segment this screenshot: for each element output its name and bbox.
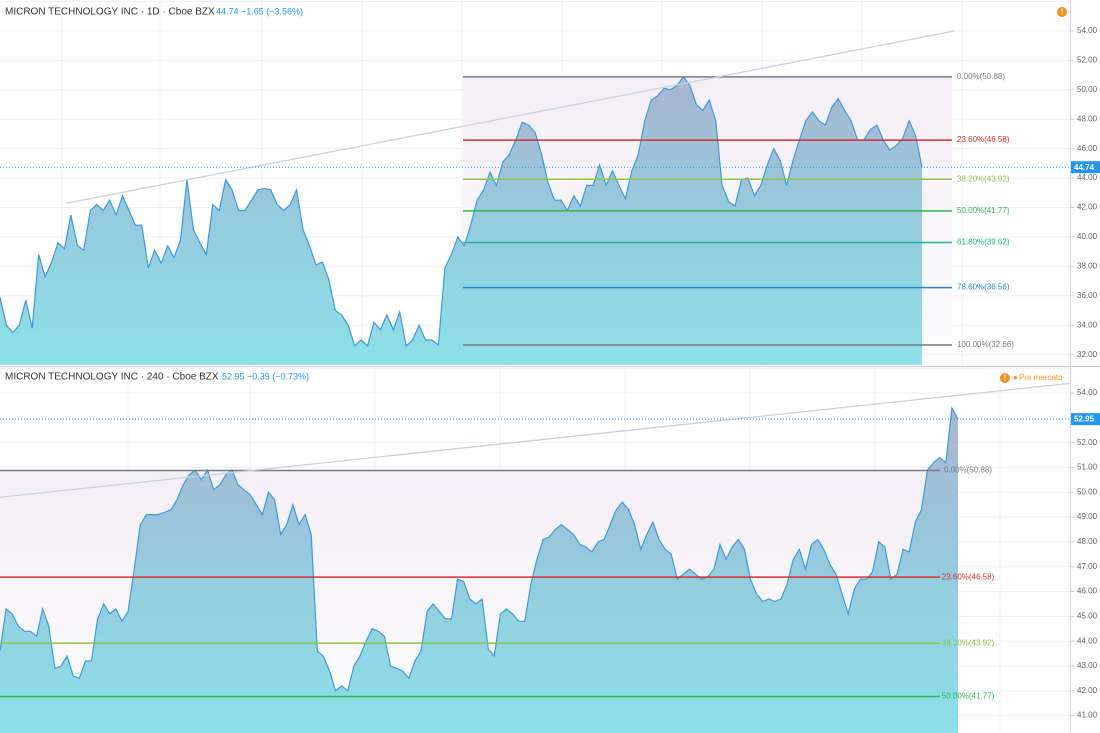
fib-label: 50.00%(41.77) [942,692,995,701]
y-tick-label: 49.00 [1077,512,1098,521]
y-tick-label: 52.00 [1077,438,1098,447]
fib-label: 78.60%(36.56) [957,283,1010,292]
panel: 0.00%(50.88) 23.60%(46.58) 38.20%(43.92) 50… [0,0,1070,365]
price-line [0,405,959,692]
y-tick-label: 32.00 [1077,350,1098,359]
y-tick-label: 45.00 [1077,611,1098,620]
header-change: −0.39 (−0.73%) [247,371,309,381]
fib-label: 61.80%(39.62) [957,238,1010,247]
fib-label: 100.00%(32.66) [957,340,1014,349]
last-price-label: 52.95 [1074,415,1095,424]
header-price: 52.95 [222,371,245,381]
y-tick-label: 51.00 [1077,463,1098,472]
fib-label: 23.60%(46.58) [942,572,995,581]
last-price-tag [1070,161,1100,174]
y-tick-label: 34.00 [1077,320,1098,329]
y-tick-label: 36.00 [1077,291,1098,300]
alert-icon[interactable] [1057,7,1067,17]
y-tick-label: 44.00 [1077,173,1098,182]
header-price: 44.74 [216,6,239,16]
y-tick-label: 44.00 [1077,636,1098,645]
price-area [0,76,922,365]
fib-label: 0.00%(50.88) [957,72,1005,81]
y-tick-label: 50.00 [1077,85,1098,94]
alert-icon-mark: ! [1004,374,1007,383]
fib-label: 38.20%(43.92) [957,174,1010,183]
y-tick-label: 54.00 [1077,388,1098,397]
y-tick-label: 43.00 [1077,661,1098,670]
alert-icon-mark: ! [1061,8,1064,17]
panel: 0.00%(50.88) 23.60%(46.58) 38.20%(43.92) 50… [0,367,1070,733]
premarket-dot: ● [1013,373,1018,382]
y-tick-label: 46.00 [1077,144,1098,153]
y-tick-label: 54.00 [1077,26,1098,35]
y-tick-label: 50.00 [1077,487,1098,496]
y-tick-label: 47.00 [1077,562,1098,571]
fib-label: 50.00%(41.77) [957,206,1010,215]
trend-line [0,382,1070,498]
y-tick-label: 41.00 [1077,711,1098,720]
last-price-label: 44.74 [1074,163,1095,172]
symbol-title: MICRON TECHNOLOGY INC · 240 · Cboe BZX [5,372,219,383]
y-tick-label: 38.00 [1077,262,1098,271]
price-area [0,407,958,733]
y-tick-label: 40.00 [1077,232,1098,241]
trend-line [66,30,956,204]
y-tick-label: 46.00 [1077,587,1098,596]
last-price-tag [1070,413,1100,426]
session-note: Pre mercato [1019,373,1063,382]
y-tick-label: 48.00 [1077,114,1098,123]
fib-label: 0.00%(50.88) [944,466,992,475]
header-change: −1.65 (−3.56%) [241,6,303,16]
y-tick-label: 42.00 [1077,203,1098,212]
y-tick-label: 42.00 [1077,686,1098,695]
y-tick-label: 48.00 [1077,537,1098,546]
y-tick-label: 52.00 [1077,55,1098,64]
symbol-title: MICRON TECHNOLOGY INC · 1D · Cboe BZX [5,7,215,18]
price-line [0,75,923,348]
fib-label: 38.20%(43.92) [942,638,995,647]
alert-icon[interactable] [1000,373,1010,383]
fib-label: 23.60%(46.58) [957,135,1010,144]
